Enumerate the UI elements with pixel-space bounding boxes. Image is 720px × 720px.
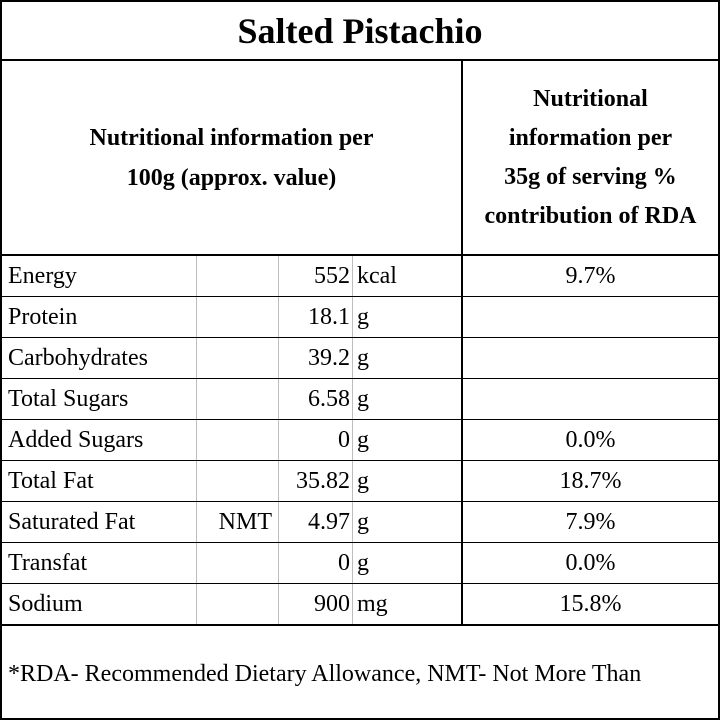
table-row-saturated-fat: Saturated Fat NMT 4.97 g 7.9% [2, 502, 718, 543]
nutrient-note [197, 543, 279, 583]
nutrient-value: 18.1 [279, 297, 353, 337]
nutrient-rows: Energy 552 kcal 9.7% Protein 18.1 g Carb… [2, 256, 718, 626]
nutrient-unit: g [357, 508, 369, 535]
nutrient-value: 4.97 [279, 502, 353, 542]
nutrient-note [197, 256, 279, 296]
nutrient-unit: g [357, 344, 369, 371]
nutrient-value: 35.82 [279, 461, 353, 501]
nutrient-unit: g [357, 426, 369, 453]
table-row-sodium: Sodium 900 mg 15.8% [2, 584, 718, 626]
nutrient-unit: g [357, 385, 369, 412]
table-row-total-fat: Total Fat 35.82 g 18.7% [2, 461, 718, 502]
nutrient-value: 0 [279, 543, 353, 583]
nutrient-name: Protein [2, 297, 197, 337]
nutrient-rda [463, 379, 718, 419]
nutrient-name: Energy [2, 256, 197, 296]
nutrient-note [197, 420, 279, 460]
nutrient-unit: g [357, 303, 369, 330]
nutrient-rda [463, 338, 718, 378]
header-divider [2, 254, 718, 256]
nutrient-value: 39.2 [279, 338, 353, 378]
nutrient-note: NMT [197, 502, 279, 542]
nutrient-name: Sodium [2, 584, 197, 624]
nutrient-name: Transfat [2, 543, 197, 583]
nutrient-rda [463, 297, 718, 337]
nutrient-name: Added Sugars [2, 420, 197, 460]
table-row-added-sugars: Added Sugars 0 g 0.0% [2, 420, 718, 461]
nutrient-rda: 18.7% [559, 467, 622, 494]
nutrient-rda: 7.9% [565, 508, 616, 535]
nutrient-unit: mg [357, 590, 388, 617]
nutrient-name: Carbohydrates [2, 338, 197, 378]
table-row-transfat: Transfat 0 g 0.0% [2, 543, 718, 584]
nutrient-note [197, 584, 279, 624]
nutrient-value: 0 [279, 420, 353, 460]
nutrient-note [197, 338, 279, 378]
header-per-100g-text: Nutritional information per 100g (approx… [89, 124, 374, 191]
nutrient-value: 6.58 [279, 379, 353, 419]
nutrient-unit: g [357, 467, 369, 494]
column-divider [461, 59, 463, 626]
nutrient-note [197, 379, 279, 419]
table-row-protein: Protein 18.1 g [2, 297, 718, 338]
nutrient-note [197, 297, 279, 337]
header-rda-text: Nutritional information per 35g of servi… [484, 85, 697, 229]
nutrient-name: Total Sugars [2, 379, 197, 419]
nutrient-rda: 0.0% [565, 549, 616, 576]
footnote: *RDA- Recommended Dietary Allowance, NMT… [8, 660, 642, 687]
nutrient-name: Total Fat [2, 461, 197, 501]
header-per-100g: Nutritional information per 100g (approx… [2, 61, 461, 254]
nutrient-rda: 9.7% [565, 262, 616, 289]
table-row-carbohydrates: Carbohydrates 39.2 g [2, 338, 718, 379]
nutrient-unit: g [357, 549, 369, 576]
nutrient-rda: 0.0% [565, 426, 616, 453]
header-rda-contribution: Nutritional information per 35g of servi… [463, 61, 718, 254]
nutrient-rda: 15.8% [559, 590, 622, 617]
table-row-energy: Energy 552 kcal 9.7% [2, 256, 718, 297]
nutrient-value: 900 [279, 584, 353, 624]
nutrient-note [197, 461, 279, 501]
product-title: Salted Pistachio [2, 2, 718, 61]
nutrient-unit: kcal [357, 262, 397, 289]
table-row-total-sugars: Total Sugars 6.58 g [2, 379, 718, 420]
nutrient-name: Saturated Fat [2, 502, 197, 542]
nutrient-value: 552 [279, 256, 353, 296]
